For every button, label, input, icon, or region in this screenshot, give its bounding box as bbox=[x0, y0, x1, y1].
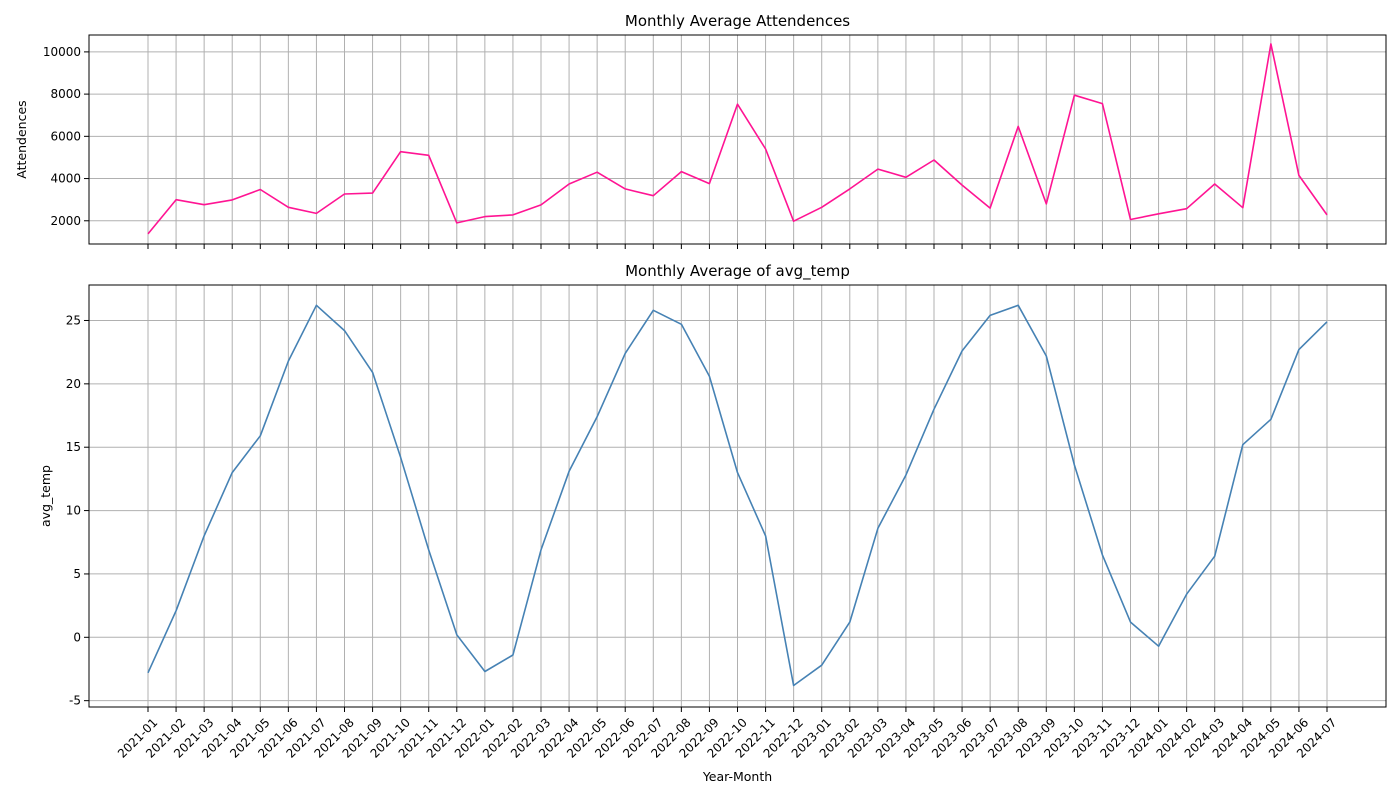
y-tick-label: 5 bbox=[73, 567, 81, 581]
y-tick-label: 15 bbox=[66, 440, 81, 454]
y-tick-label: 4000 bbox=[50, 172, 81, 186]
y-tick-label: 6000 bbox=[50, 129, 81, 143]
y-tick-label: 10000 bbox=[43, 45, 81, 59]
y-tick-label: 0 bbox=[73, 630, 81, 644]
avg-temp-chart-title: Monthly Average of avg_temp bbox=[625, 262, 850, 281]
attendances-grid bbox=[89, 35, 1386, 244]
avg-temp-plot-frame bbox=[88, 284, 1387, 708]
avg-temp-grid bbox=[89, 285, 1386, 707]
avg-temp-y-axis-label: avg_temp bbox=[38, 465, 53, 527]
avg-temp-series bbox=[147, 304, 1328, 687]
attendances-plot-frame bbox=[88, 34, 1387, 245]
y-tick-label: -5 bbox=[69, 694, 81, 708]
y-tick-label: 8000 bbox=[50, 87, 81, 101]
y-tick-label: 2000 bbox=[50, 214, 81, 228]
series-line bbox=[147, 304, 1328, 687]
attendances-y-axis-label: Attendences bbox=[14, 100, 29, 178]
y-tick-label: 20 bbox=[66, 377, 81, 391]
x-axis-label: Year-Month bbox=[702, 769, 772, 784]
attendances-axis-ticks: 2000 4000 6000 8000 10000 bbox=[43, 45, 1328, 249]
series-line bbox=[147, 43, 1328, 235]
attendances-chart-title: Monthly Average Attendences bbox=[625, 12, 850, 30]
attendances-series bbox=[147, 43, 1328, 235]
attendances-panel: Monthly Average Attendences Attendences … bbox=[14, 12, 1387, 249]
y-tick-label: 25 bbox=[66, 313, 81, 327]
y-tick-label: 10 bbox=[66, 504, 81, 518]
